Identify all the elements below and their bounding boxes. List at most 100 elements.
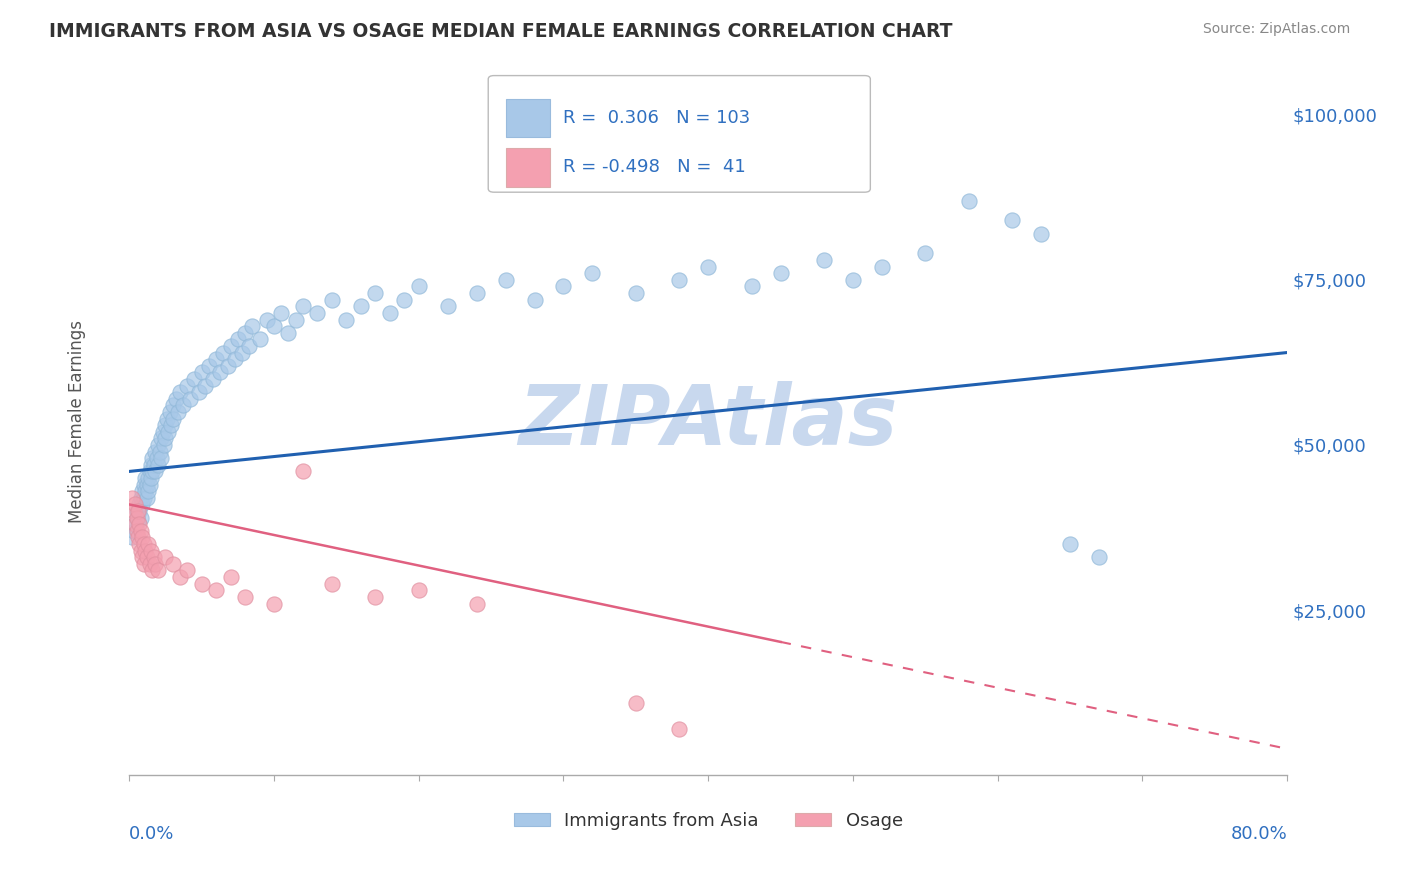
Point — [127, 514, 149, 528]
Point — [321, 293, 343, 307]
Point — [408, 279, 430, 293]
Point — [364, 286, 387, 301]
Point — [139, 458, 162, 472]
Point — [134, 471, 156, 485]
Point — [138, 477, 160, 491]
Point — [131, 550, 153, 565]
Point — [256, 312, 278, 326]
Point — [741, 279, 763, 293]
Point — [465, 597, 488, 611]
Text: Median Female Earnings: Median Female Earnings — [67, 320, 86, 524]
Point — [465, 286, 488, 301]
Point — [697, 260, 720, 274]
Point — [162, 411, 184, 425]
Point — [136, 484, 159, 499]
Point — [176, 564, 198, 578]
Point — [183, 372, 205, 386]
Point — [136, 471, 159, 485]
Text: 80.0%: 80.0% — [1230, 825, 1288, 843]
Point — [159, 405, 181, 419]
Point — [148, 438, 170, 452]
Point — [129, 543, 152, 558]
Point — [224, 352, 246, 367]
Point — [1001, 213, 1024, 227]
Point — [128, 504, 150, 518]
Point — [167, 405, 190, 419]
FancyBboxPatch shape — [488, 76, 870, 192]
Point — [143, 444, 166, 458]
Point — [134, 543, 156, 558]
Point — [127, 504, 149, 518]
Text: IMMIGRANTS FROM ASIA VS OSAGE MEDIAN FEMALE EARNINGS CORRELATION CHART: IMMIGRANTS FROM ASIA VS OSAGE MEDIAN FEM… — [49, 22, 953, 41]
Point — [122, 504, 145, 518]
Point — [128, 498, 150, 512]
Point — [238, 339, 260, 353]
Point — [495, 273, 517, 287]
Point — [231, 345, 253, 359]
Point — [668, 722, 690, 736]
Point — [202, 372, 225, 386]
Text: 0.0%: 0.0% — [129, 825, 174, 843]
Point — [769, 266, 792, 280]
Point — [122, 524, 145, 538]
Point — [129, 524, 152, 538]
Point — [1059, 537, 1081, 551]
Point — [233, 590, 256, 604]
Text: R = -0.498   N =  41: R = -0.498 N = 41 — [564, 159, 747, 177]
Point — [141, 451, 163, 466]
Point — [125, 524, 148, 538]
Point — [132, 537, 155, 551]
Point — [219, 339, 242, 353]
Point — [150, 451, 173, 466]
Point — [523, 293, 546, 307]
Point — [143, 464, 166, 478]
Point — [162, 398, 184, 412]
Point — [156, 411, 179, 425]
Point — [624, 696, 647, 710]
Point — [121, 491, 143, 505]
Point — [135, 550, 157, 565]
Point — [169, 570, 191, 584]
Point — [581, 266, 603, 280]
Point — [364, 590, 387, 604]
Point — [205, 583, 228, 598]
Point — [217, 359, 239, 373]
Point — [128, 517, 150, 532]
Point — [142, 458, 165, 472]
Point — [957, 194, 980, 208]
Point — [249, 332, 271, 346]
Point — [134, 484, 156, 499]
Point — [187, 385, 209, 400]
Point — [124, 517, 146, 532]
Point — [121, 531, 143, 545]
Point — [870, 260, 893, 274]
Point — [914, 246, 936, 260]
Point — [132, 491, 155, 505]
Point — [129, 510, 152, 524]
Point — [408, 583, 430, 598]
Point — [270, 306, 292, 320]
Text: R =  0.306   N = 103: R = 0.306 N = 103 — [564, 109, 751, 127]
Point — [233, 326, 256, 340]
Point — [152, 425, 174, 439]
Text: ZIPAtlas: ZIPAtlas — [519, 382, 898, 462]
Point — [553, 279, 575, 293]
Point — [263, 597, 285, 611]
Point — [124, 498, 146, 512]
Point — [307, 306, 329, 320]
Point — [139, 471, 162, 485]
Point — [169, 385, 191, 400]
Point — [219, 570, 242, 584]
Point — [842, 273, 865, 287]
Point — [240, 319, 263, 334]
Bar — [506, 98, 550, 137]
Point — [153, 438, 176, 452]
Point — [129, 491, 152, 505]
Point — [160, 418, 183, 433]
Point — [162, 557, 184, 571]
Point — [284, 312, 307, 326]
Point — [277, 326, 299, 340]
Point — [157, 425, 180, 439]
Point — [624, 286, 647, 301]
Point — [125, 510, 148, 524]
